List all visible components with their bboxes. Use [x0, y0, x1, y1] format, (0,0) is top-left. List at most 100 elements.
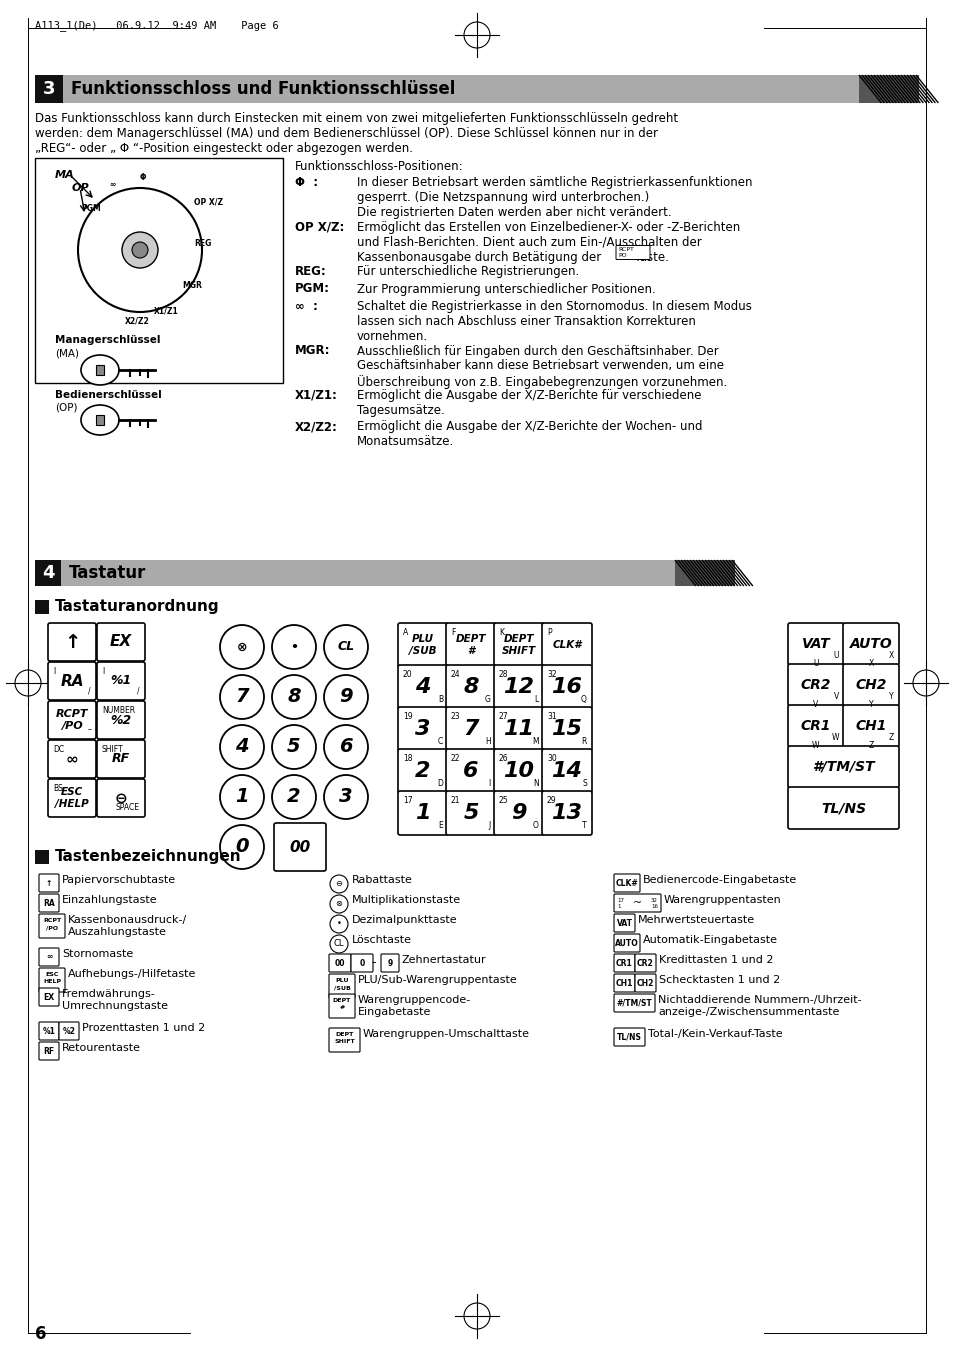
Circle shape [132, 242, 148, 258]
FancyBboxPatch shape [39, 915, 65, 938]
Text: Z: Z [888, 734, 893, 742]
Text: K: K [498, 628, 503, 638]
Text: I: I [102, 667, 104, 676]
Text: U: U [833, 651, 838, 661]
Text: 3: 3 [415, 719, 431, 739]
Text: EX: EX [44, 993, 54, 1001]
Text: 4: 4 [415, 677, 431, 697]
Text: OP X/Z: OP X/Z [193, 197, 222, 207]
Text: AUTO: AUTO [849, 638, 891, 651]
Text: 1: 1 [617, 904, 619, 909]
FancyBboxPatch shape [48, 740, 96, 778]
FancyBboxPatch shape [329, 1028, 359, 1052]
FancyBboxPatch shape [397, 623, 448, 667]
Text: V: V [833, 692, 838, 701]
Text: 0: 0 [359, 958, 364, 967]
Text: 4: 4 [42, 563, 54, 582]
Circle shape [330, 915, 348, 934]
Bar [858, 76, 918, 103]
Circle shape [324, 775, 368, 819]
Bar [35, 850, 49, 865]
FancyBboxPatch shape [329, 954, 351, 971]
FancyBboxPatch shape [446, 623, 496, 667]
Text: werden: dem Managerschlüssel (MA) und dem Bedienerschlüssel (OP). Diese Schlüsse: werden: dem Managerschlüssel (MA) und de… [35, 127, 658, 141]
Text: N: N [533, 780, 538, 788]
Text: PLU
/SUB: PLU /SUB [409, 634, 436, 655]
FancyBboxPatch shape [97, 662, 145, 700]
Text: %1: %1 [43, 1027, 55, 1035]
Text: 10: 10 [503, 761, 534, 781]
Text: C: C [437, 738, 442, 746]
Text: RA: RA [43, 898, 55, 908]
Text: #/TM/ST: #/TM/ST [811, 761, 874, 774]
FancyBboxPatch shape [446, 748, 496, 793]
Text: 32: 32 [650, 898, 658, 902]
FancyBboxPatch shape [494, 748, 543, 793]
Text: 13: 13 [551, 802, 582, 823]
Text: R: R [581, 738, 586, 746]
Text: A: A [402, 628, 408, 638]
Text: 16: 16 [650, 904, 658, 909]
FancyBboxPatch shape [635, 954, 656, 971]
Text: #: # [339, 1005, 344, 1011]
Text: CH1: CH1 [616, 978, 633, 988]
Text: VAT: VAT [616, 919, 632, 928]
Text: PGM: PGM [81, 204, 101, 213]
Text: CL: CL [334, 939, 344, 948]
Text: Retourentaste: Retourentaste [62, 1043, 141, 1052]
FancyBboxPatch shape [614, 1028, 644, 1046]
Text: 15: 15 [551, 719, 582, 739]
Circle shape [272, 626, 315, 669]
Text: 1: 1 [235, 788, 249, 807]
Text: 00: 00 [289, 839, 311, 854]
Text: A113_1(De)   06.9.12  9:49 AM    Page 6: A113_1(De) 06.9.12 9:49 AM Page 6 [35, 20, 278, 31]
Text: AUTO: AUTO [615, 939, 639, 947]
Text: Löschtaste: Löschtaste [352, 935, 412, 944]
Text: Bedienerschlüssel: Bedienerschlüssel [55, 390, 162, 400]
FancyBboxPatch shape [397, 748, 448, 793]
Text: MGR:: MGR: [294, 345, 330, 358]
Text: Y: Y [868, 700, 872, 709]
Text: PLU/Sub-Warengruppentaste: PLU/Sub-Warengruppentaste [357, 975, 517, 985]
Text: Mehrwertsteuertaste: Mehrwertsteuertaste [638, 915, 755, 925]
Text: CL: CL [337, 640, 355, 654]
Circle shape [324, 676, 368, 719]
Text: X1/Z1: X1/Z1 [153, 307, 178, 316]
Text: DEPT
SHIFT: DEPT SHIFT [501, 634, 536, 655]
FancyBboxPatch shape [787, 623, 843, 665]
Circle shape [272, 775, 315, 819]
Circle shape [324, 626, 368, 669]
Text: 17: 17 [402, 796, 413, 805]
Text: 0: 0 [235, 838, 249, 857]
Text: 5: 5 [463, 802, 478, 823]
Text: Tastaturanordnung: Tastaturanordnung [55, 600, 219, 615]
Text: SPACE: SPACE [116, 802, 140, 812]
Text: 6: 6 [339, 738, 353, 757]
FancyBboxPatch shape [48, 623, 96, 661]
FancyBboxPatch shape [494, 790, 543, 835]
Text: NUMBER: NUMBER [102, 707, 135, 715]
Text: X2/Z2:: X2/Z2: [294, 420, 337, 434]
Text: Warengruppentasten: Warengruppentasten [663, 894, 781, 905]
Text: 22: 22 [451, 754, 460, 763]
Text: I: I [53, 667, 55, 676]
Circle shape [220, 775, 264, 819]
Text: 8: 8 [463, 677, 478, 697]
FancyBboxPatch shape [787, 746, 898, 788]
FancyBboxPatch shape [39, 969, 65, 992]
Text: PGM:: PGM: [294, 282, 330, 296]
Text: 00: 00 [335, 958, 345, 967]
Text: L: L [535, 694, 538, 704]
Text: TL/NS: TL/NS [821, 801, 865, 815]
Text: %2: %2 [63, 1027, 75, 1035]
Text: ESC
/HELP: ESC /HELP [55, 788, 89, 809]
Text: EX: EX [110, 635, 132, 650]
Text: 21: 21 [451, 796, 460, 805]
Text: S: S [581, 780, 586, 788]
FancyBboxPatch shape [842, 623, 898, 665]
Text: 26: 26 [498, 754, 508, 763]
Text: HELP: HELP [43, 979, 61, 984]
FancyBboxPatch shape [397, 665, 448, 709]
Text: Fremdwährungs-
Umrechnungstaste: Fremdwährungs- Umrechnungstaste [62, 989, 168, 1011]
Bar [35, 76, 918, 103]
